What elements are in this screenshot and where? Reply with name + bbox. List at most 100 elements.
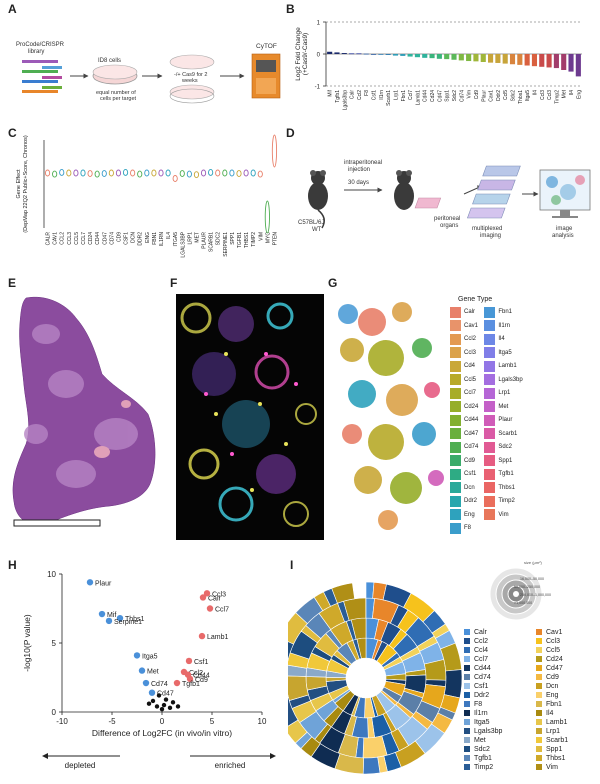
legend-item: Scarb1 — [484, 428, 522, 441]
legend-item: Cd47 — [450, 428, 478, 441]
legend-swatch — [484, 347, 496, 359]
point-label: Plaur — [95, 580, 112, 587]
violin — [94, 170, 100, 178]
violin — [264, 200, 270, 234]
legend-label: Ddr2 — [464, 498, 478, 505]
id8-dish-icon — [92, 64, 138, 85]
x-tick-label: CCL7 — [81, 232, 87, 245]
legend-label: F8 — [474, 701, 482, 708]
injection-label: intraperitoneal injection — [344, 160, 382, 173]
legend-swatch — [464, 755, 470, 761]
legend-swatch — [536, 746, 542, 752]
mouse-strain-label: C57BL/6J WT — [298, 220, 324, 233]
legend-swatch — [536, 728, 542, 734]
panel-label-c: C — [8, 126, 17, 140]
legend-label: Itga5 — [498, 349, 512, 356]
x-tick-label: Plaur — [481, 90, 487, 102]
legend-item: Tgfb1 — [484, 468, 522, 481]
x-tick-label: -5 — [108, 717, 116, 726]
x-tick-label: Ccl3 — [540, 90, 546, 100]
scatter-point — [163, 697, 169, 702]
legend-item: Timp2 — [484, 495, 522, 508]
x-tick-label: CD24 — [88, 232, 94, 245]
legend-label: Vim — [546, 764, 558, 771]
size-legend-label: 16,000–50,000 — [520, 577, 544, 581]
analysis-label: image analysis — [552, 226, 574, 239]
bar — [502, 54, 508, 64]
legend-label: Cav1 — [546, 629, 562, 636]
x-tick-label: 10 — [258, 717, 267, 726]
x-tick-label: Vim — [467, 90, 473, 99]
legend-item: Cd24 — [450, 401, 478, 414]
scatter-point — [198, 632, 206, 640]
x-tick-label: CCL5 — [74, 232, 80, 245]
y-axis-label: -log10(P value) — [22, 614, 32, 672]
panel-e-he-stain-image — [12, 296, 156, 527]
sunburst-segment — [362, 756, 381, 775]
bar — [400, 54, 406, 56]
x-tick-label: Tgfb1 — [335, 90, 341, 103]
x-tick-label: FBN1 — [152, 232, 158, 245]
legend-swatch — [464, 629, 470, 635]
legend-swatch — [484, 482, 496, 494]
y-axis-label: Log2 Fold Change(+Cas9/-Cas9) — [295, 27, 309, 81]
panel-g-segmentation-image — [338, 302, 444, 530]
bar — [488, 54, 494, 63]
legend-label: Cd24 — [546, 656, 563, 663]
x-tick-label: CD47 — [102, 232, 108, 245]
y-tick-label: 1 — [317, 21, 321, 27]
size-legend-label: >1,000,000 — [514, 601, 532, 605]
violin — [179, 170, 185, 177]
legend-label: Il1rn — [498, 322, 511, 329]
legend-swatch — [464, 710, 470, 716]
violin — [80, 169, 86, 177]
bar — [370, 54, 377, 55]
legend-label: Sdc2 — [498, 444, 513, 451]
legend-label: Tgfb1 — [474, 755, 492, 762]
violin — [137, 170, 143, 178]
violin — [208, 169, 214, 176]
x-tick-label: CCL2 — [60, 232, 66, 245]
point-label: Ccl7 — [215, 607, 229, 614]
legend-swatch — [536, 656, 542, 662]
legend-swatch — [484, 374, 496, 386]
legend-item: Plaur — [484, 414, 522, 427]
legend-swatch — [536, 674, 542, 680]
legend-label: Sdc2 — [474, 746, 490, 753]
bar — [495, 54, 501, 63]
legend-swatch — [484, 495, 496, 507]
x-tick-label: Lrp1 — [393, 90, 399, 100]
legend-label: Ccl4 — [474, 647, 488, 654]
x-tick-label: ENG — [145, 232, 151, 243]
scatter-point — [175, 704, 181, 709]
point-label: Calr — [208, 595, 222, 602]
bar — [341, 53, 347, 54]
violin — [130, 169, 136, 177]
scatter-point — [154, 704, 160, 709]
violin — [108, 169, 114, 177]
x-tick-label: -10 — [56, 717, 68, 726]
legend-label: Ddr2 — [474, 692, 489, 699]
bar — [363, 53, 369, 55]
legend-item: Cd9 — [450, 455, 478, 468]
legend-label: Ccl2 — [474, 638, 488, 645]
legend-label: Itga5 — [474, 719, 490, 726]
bar — [429, 54, 435, 59]
legend-label: Thbs1 — [498, 484, 516, 491]
legend-item: Ccl2 — [450, 333, 478, 346]
legend-item: F8 — [450, 522, 478, 535]
panel-g-legend: Gene Type Calr Cav1 Ccl2 Ccl3 Cd4 Ccl5 Ccl7 Cd2… — [450, 296, 570, 535]
legend-swatch — [484, 306, 496, 318]
violin — [257, 170, 263, 178]
legend-label: Cd9 — [546, 674, 559, 681]
scatter-point — [105, 617, 113, 625]
x-tick-label: SDC2 — [216, 232, 222, 246]
x-tick-label: CD44 — [95, 232, 101, 245]
bar — [568, 54, 574, 72]
legend-item: Met — [484, 401, 522, 414]
legend-item: Thbs1 — [484, 482, 522, 495]
panel-label-f: F — [170, 276, 178, 290]
legend-item: Cav1 — [450, 320, 478, 333]
panel-c-violin-chart: Gene Effect(DepMap 22Q2 Public+Score, Ch… — [16, 134, 278, 258]
x-tick-label: MYC — [265, 232, 271, 244]
